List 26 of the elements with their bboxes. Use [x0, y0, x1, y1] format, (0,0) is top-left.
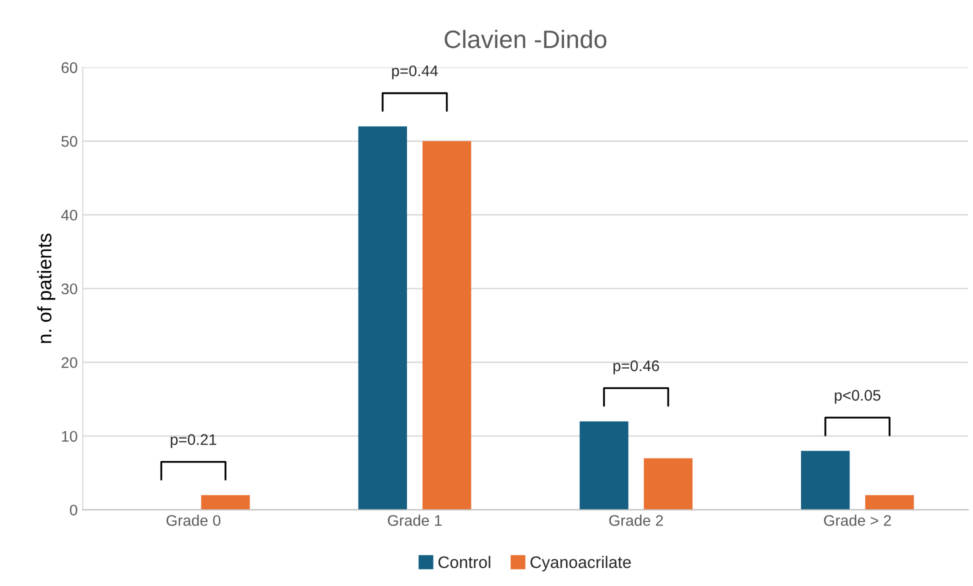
y-tick-label: 30 — [61, 283, 78, 294]
annotation: p<0.05 — [834, 390, 880, 404]
bar — [201, 495, 250, 510]
bar — [644, 458, 693, 510]
annotation: p=0.44 — [392, 65, 438, 80]
y-tick-label: 20 — [62, 357, 78, 368]
x-tick-label: Grade 0 — [166, 514, 220, 526]
y-tick-label: 50 — [61, 136, 78, 147]
annotation: p=0.21 — [170, 434, 216, 448]
bar — [801, 450, 850, 510]
x-tick-label: Grade 2 — [609, 514, 663, 526]
annotation: p=0.46 — [614, 360, 660, 374]
y-axis-title: n. of patients — [37, 234, 56, 343]
bar — [580, 421, 628, 510]
bar — [358, 126, 407, 510]
legend-label: Cyanoacrilate — [530, 556, 631, 572]
y-tick-label: 40 — [61, 210, 78, 221]
y-tick-label: 0 — [70, 504, 78, 516]
chart-title: Clavien -Dindo — [444, 30, 606, 48]
x-tick-label: Grade 1 — [388, 514, 442, 526]
legend-label: Control — [438, 556, 490, 568]
x-tick-label: Grade > 2 — [824, 514, 891, 526]
bar — [865, 495, 914, 510]
bar — [422, 141, 472, 510]
y-tick-label: 60 — [62, 62, 78, 74]
y-tick-label: 10 — [62, 430, 78, 442]
